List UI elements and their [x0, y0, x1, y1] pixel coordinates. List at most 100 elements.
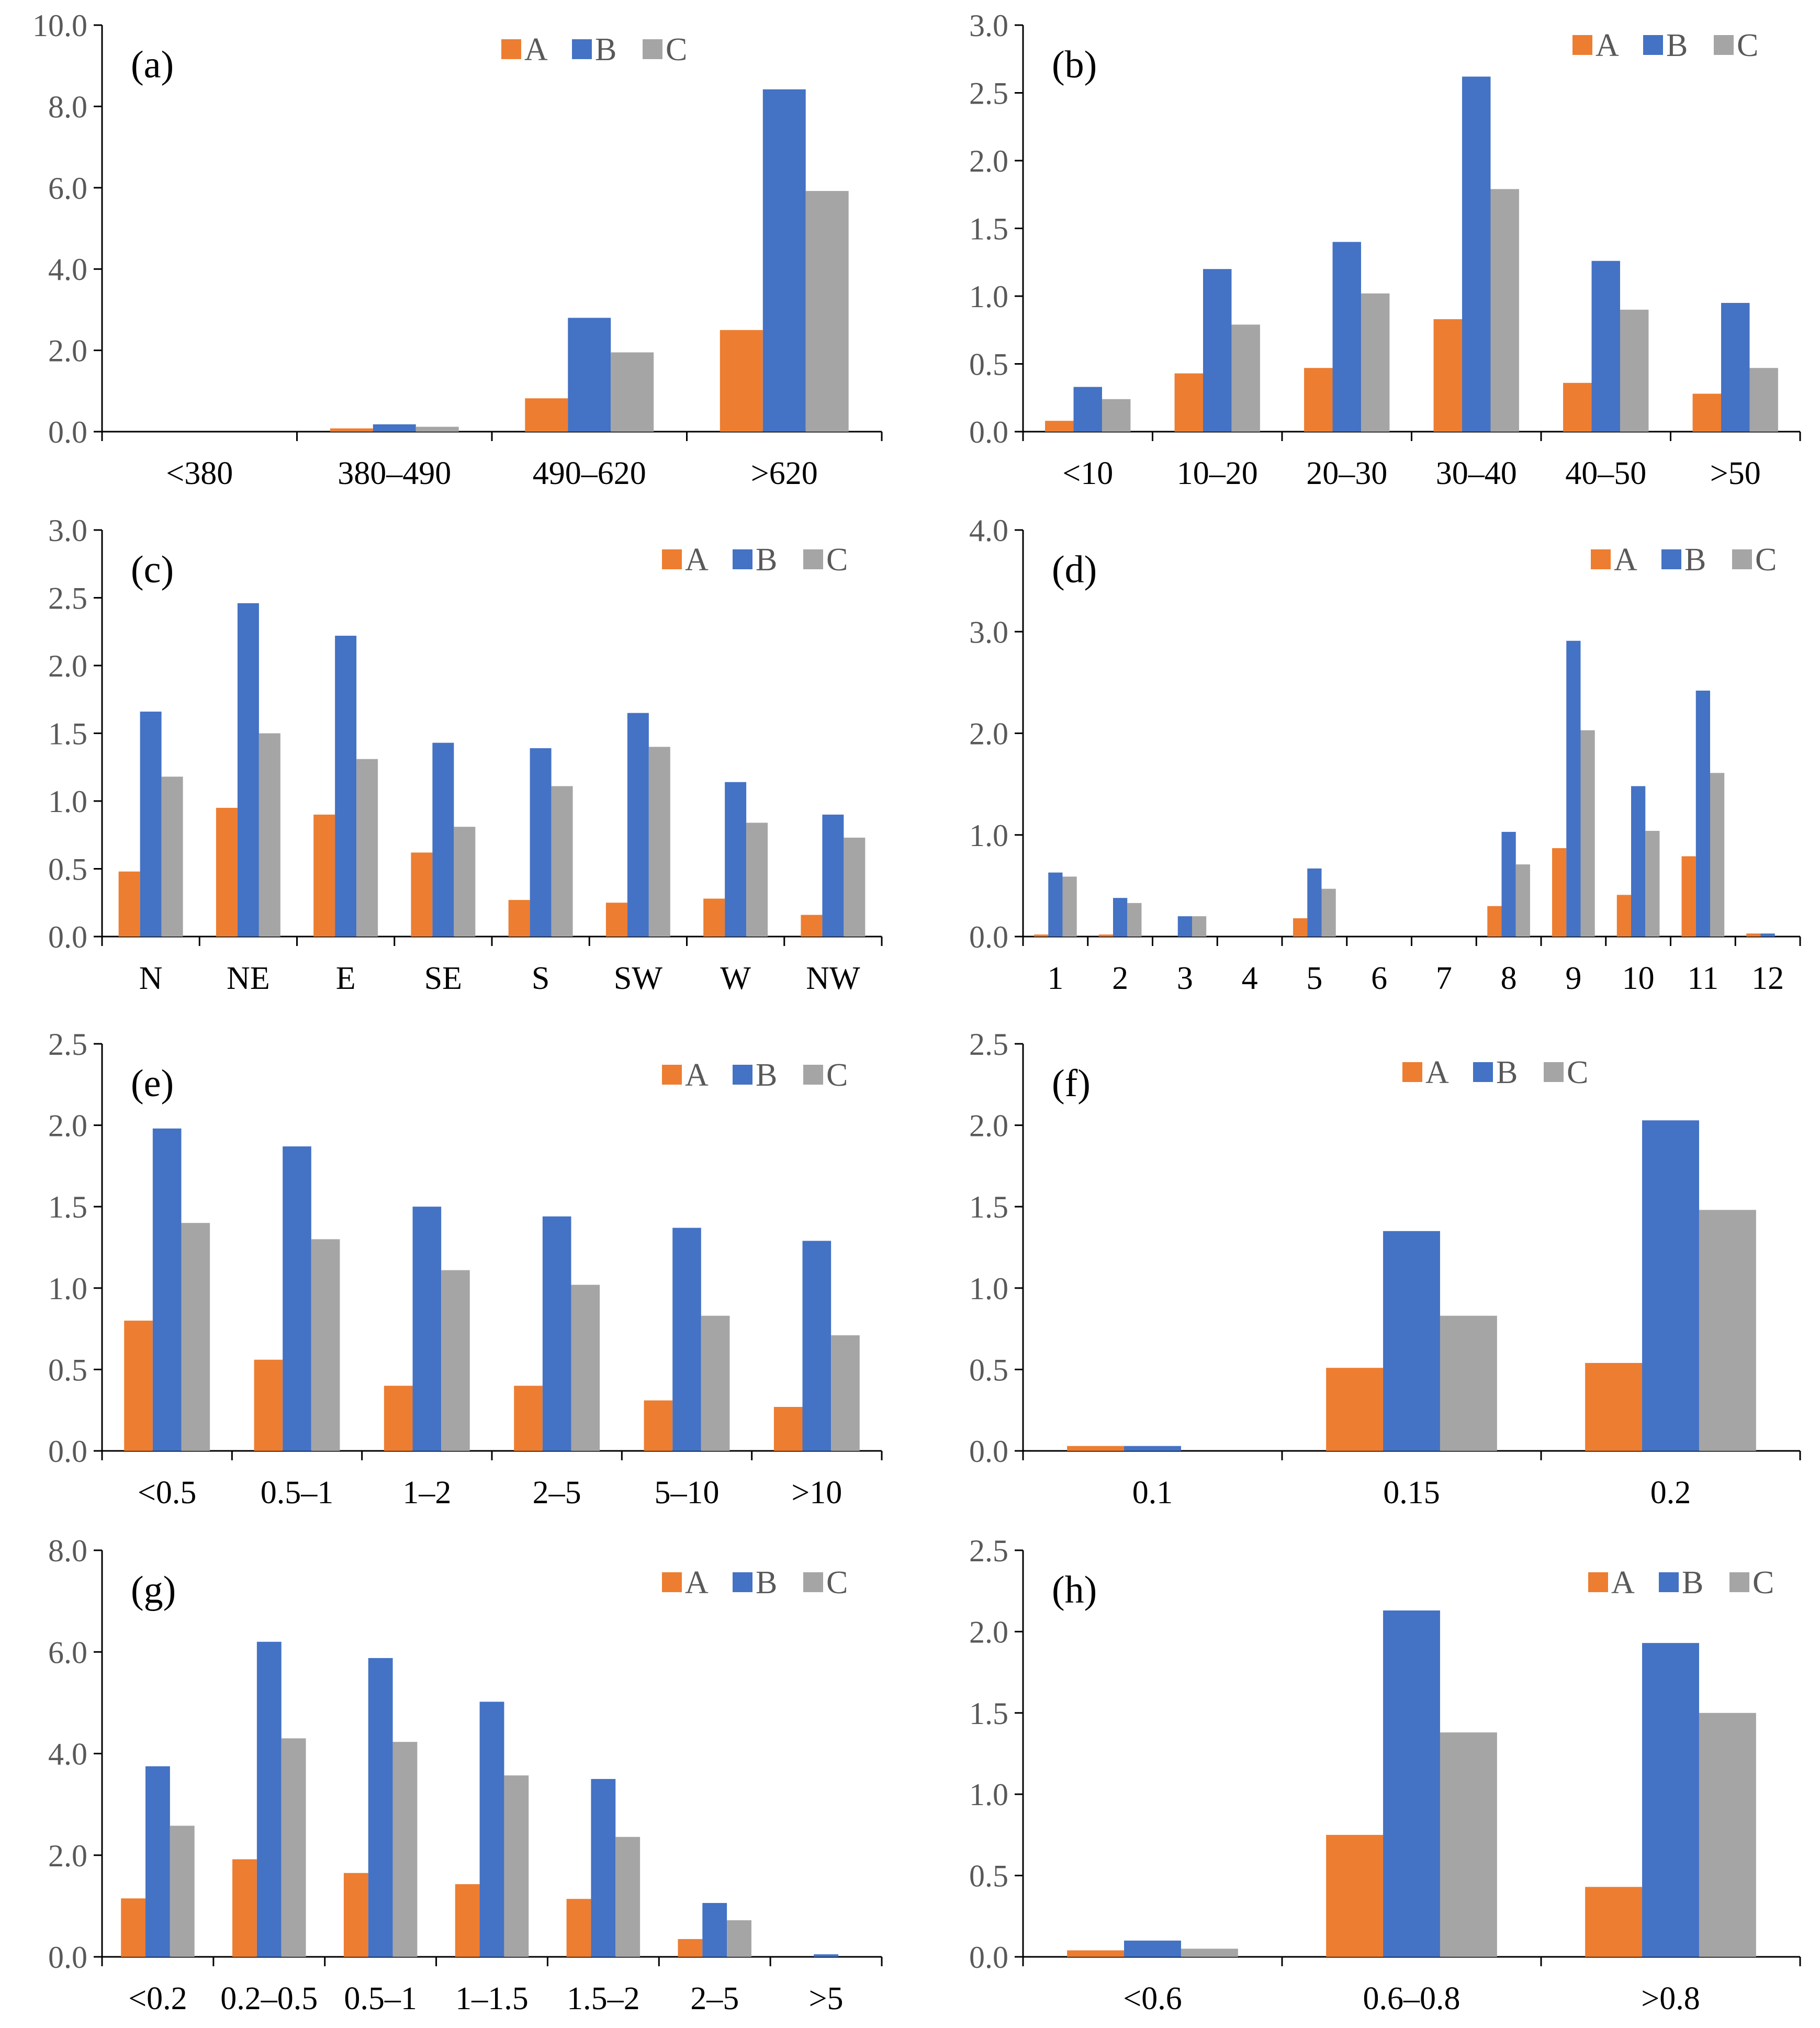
bar-B-2–5 — [542, 1216, 571, 1451]
y-tick-label: 1.0 — [969, 818, 1008, 853]
x-tick-label: SW — [614, 961, 662, 996]
y-tick-label: 0.0 — [969, 415, 1008, 449]
legend-swatch-A — [1402, 1062, 1422, 1082]
bar-A-0.6–0.8 — [1326, 1834, 1384, 1957]
bar-A-5 — [1293, 918, 1308, 937]
bar-A-12 — [1746, 933, 1761, 937]
x-tick-label: <10 — [1062, 456, 1113, 491]
legend-swatch-A — [1588, 1572, 1608, 1592]
bar-B-1–1.5 — [479, 1702, 504, 1957]
bar-C->10 — [831, 1335, 860, 1451]
y-tick-label: 2.0 — [48, 1839, 87, 1873]
bar-C-1–2 — [441, 1270, 470, 1451]
y-tick-label: 1.5 — [969, 1696, 1008, 1731]
y-tick-label: 0.0 — [48, 1940, 87, 1975]
bar-B-0.1 — [1124, 1446, 1181, 1451]
x-tick-label: 0.5–1 — [344, 1981, 417, 2016]
bar-A-SW — [605, 903, 627, 937]
chart-panel-h: 0.0 0.5 1.0 1.5 2.0 2.5 <0.6 0.6–0.8 >0.8 (h) A B C — [969, 1534, 1801, 2016]
bar-C-0.2 — [1699, 1210, 1756, 1451]
bar-B-SE — [432, 742, 454, 937]
bar-A-SE — [411, 852, 433, 937]
bar-C-W — [746, 823, 768, 937]
x-tick-label: 0.2 — [1650, 1475, 1691, 1511]
x-tick-label: 8 — [1501, 961, 1517, 996]
bar-B-<0.6 — [1124, 1940, 1181, 1957]
bar-A-1–2 — [384, 1385, 413, 1451]
bar-A-0.15 — [1326, 1368, 1384, 1451]
bar-B-10 — [1631, 786, 1646, 937]
legend-swatch-B — [733, 1065, 752, 1085]
legend-swatch-A — [501, 39, 521, 59]
bar-A-8 — [1487, 906, 1502, 937]
legend-swatch-B — [1661, 549, 1681, 569]
x-tick-label: <0.6 — [1123, 1981, 1182, 2016]
bar-A-<0.6 — [1067, 1950, 1125, 1957]
bar-A-490–620 — [525, 398, 568, 432]
x-tick-label: <0.5 — [138, 1475, 196, 1511]
bar-C-<0.5 — [181, 1223, 210, 1451]
y-tick-label: 2.0 — [48, 1109, 87, 1143]
y-tick-label: 0.0 — [48, 415, 87, 449]
bar-B-0.5–1 — [368, 1658, 393, 1957]
legend-label-A: A — [1614, 542, 1637, 578]
bar-C-E — [356, 759, 378, 937]
y-tick-label: 4.0 — [969, 513, 1008, 548]
chart-panel-b: 0.0 0.5 1.0 1.5 2.0 2.5 3.0 <10 10–20 20–30 30–40 4… — [969, 8, 1801, 491]
bar-C-NE — [259, 733, 280, 937]
y-tick-label: 2.5 — [48, 581, 87, 616]
legend-swatch-A — [1591, 549, 1611, 569]
bar-A->620 — [720, 330, 763, 432]
x-tick-label: <380 — [166, 456, 233, 491]
legend-label-A: A — [685, 1057, 709, 1093]
legend: A B C — [662, 1057, 848, 1093]
bar-B-12 — [1760, 933, 1775, 937]
y-tick-label: 2.5 — [969, 1534, 1008, 1568]
legend-label-C: C — [1752, 1565, 1774, 1601]
bar-B-2–5 — [702, 1903, 727, 1957]
bar-C-SW — [648, 747, 670, 937]
y-tick-label: 2.0 — [48, 334, 87, 368]
legend-swatch-B — [733, 549, 752, 569]
legend-label-A: A — [685, 542, 709, 578]
bar-C-0.5–1 — [392, 1742, 418, 1957]
y-tick-label: 2.0 — [969, 1615, 1008, 1649]
x-tick-label: 2–5 — [533, 1475, 581, 1511]
bar-A-1–1.5 — [455, 1884, 480, 1957]
panel-label: (c) — [131, 548, 174, 591]
bar-B-0.6–0.8 — [1383, 1610, 1440, 1957]
x-tick-label: 380–490 — [338, 456, 451, 491]
bar-C-40–50 — [1620, 309, 1649, 432]
bar-C-NW — [844, 837, 866, 937]
bar-A-380–490 — [330, 428, 373, 432]
x-tick-label: 1–1.5 — [455, 1981, 529, 2016]
bar-C-<0.2 — [170, 1826, 195, 1957]
legend-label-B: B — [1682, 1565, 1703, 1601]
y-tick-label: 0.0 — [48, 920, 87, 954]
bar-B->0.8 — [1642, 1643, 1699, 1957]
y-tick-label: 0.0 — [969, 1940, 1008, 1975]
bar-C-2–5 — [727, 1920, 751, 1957]
bar-B-1–2 — [412, 1207, 442, 1451]
legend-swatch-C — [643, 39, 662, 59]
y-tick-label: 2.5 — [969, 1027, 1008, 1062]
bar-B->5 — [814, 1954, 838, 1957]
legend-label-B: B — [756, 542, 777, 578]
bar-A-<0.2 — [121, 1898, 146, 1957]
bar-A-<0.5 — [124, 1321, 153, 1451]
x-tick-label: 1.5–2 — [567, 1981, 640, 2016]
bar-C->620 — [805, 191, 849, 432]
y-tick-label: 1.0 — [969, 1271, 1008, 1306]
chart-panel-d: 0.01.02.03.04.01 2 3 4 5 6 7 8 9 10 11 12(d) A B C — [969, 513, 1801, 996]
bar-B-S — [530, 748, 552, 937]
x-tick-label: 2–5 — [690, 1981, 739, 2016]
bar-B-0.2 — [1642, 1120, 1699, 1451]
legend-label-C: C — [666, 32, 687, 67]
bar-C-1 — [1062, 876, 1077, 937]
panel-label: (f) — [1052, 1062, 1091, 1105]
bar-A-0.2–0.5 — [232, 1859, 257, 1957]
y-tick-label: 0.5 — [969, 1353, 1008, 1387]
y-tick-label: 1.0 — [969, 279, 1008, 314]
x-tick-label: E — [336, 961, 356, 996]
y-tick-label: 0.5 — [969, 347, 1008, 382]
